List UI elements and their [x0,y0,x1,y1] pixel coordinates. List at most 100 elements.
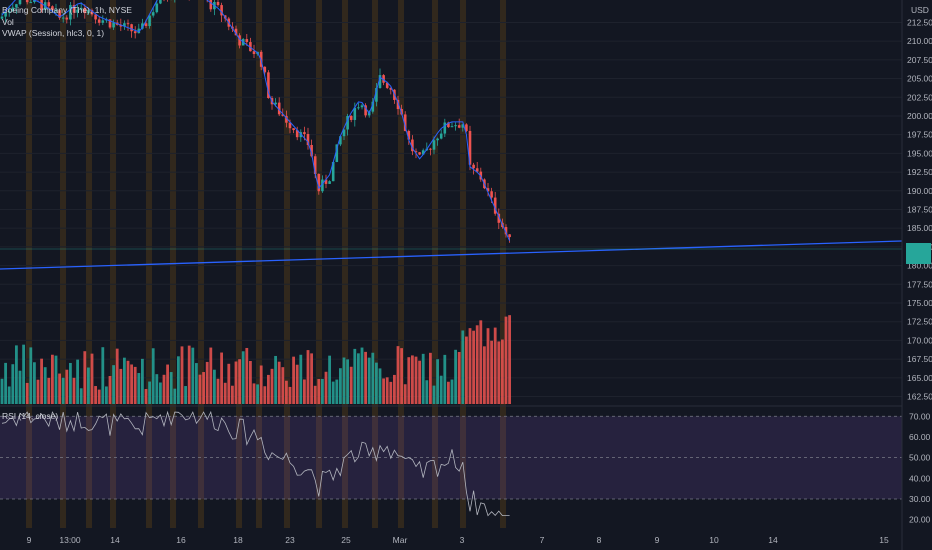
volume-bar [468,328,472,404]
candle-body [465,124,468,131]
volume-bar [306,350,310,404]
candle-body [144,23,148,27]
candle-body [267,72,270,99]
candle-body [33,0,36,3]
session-band [86,0,92,528]
candle-body [450,126,454,128]
volume-bar [25,382,29,404]
volume-bar [177,356,180,404]
volume-bar [162,374,166,404]
candle-body [396,99,400,110]
volume-bar [436,359,439,404]
volume-bar [87,367,90,404]
session-band [460,0,466,528]
volume-bar [414,356,418,404]
session-band [500,0,506,528]
rsi-legend[interactable]: RSI (14, close) [2,411,59,421]
volume-bar [112,365,115,404]
price-tick-label: 165.00 [907,373,932,383]
volume-bar [90,353,94,404]
volume-bar [47,377,51,404]
volume-bar [407,357,411,404]
volume-bar [454,349,457,404]
vwap-legend[interactable]: VWAP (Session, hlc3, 0, 1) [2,28,105,38]
volume-bars [0,315,511,404]
volume-bar [389,381,393,404]
trend-line[interactable] [0,240,903,270]
candle-body [339,136,342,145]
candle-body [83,7,87,14]
session-band [316,0,322,528]
volume-bar [382,378,385,404]
volume-bar [328,355,331,404]
candle-body [288,122,292,129]
candle-body [475,168,479,172]
candle-body [457,125,461,128]
volume-bar [303,379,306,404]
price-tick-label: 187.50 [907,204,932,214]
candle-body [281,114,285,116]
volume-bar [94,386,97,404]
rsi-line [1,410,510,517]
volume-bar [274,355,277,404]
volume-bar [346,359,349,404]
volume-bar [18,370,22,404]
volume-bar [317,379,321,404]
price-tick-label: 202.50 [907,92,932,102]
candle-body [349,115,353,120]
volume-bar [213,369,216,404]
volume-bar [119,368,123,404]
candle-body [90,10,94,15]
candle-body [357,107,360,109]
candle-body [418,152,421,155]
price-marker[interactable] [906,243,931,264]
volume-bar [72,377,76,404]
volume-bar [418,360,421,404]
volume-bar [79,388,83,404]
candle-body [436,138,439,141]
volume-bar [429,352,432,404]
candle-body [274,102,277,105]
candle-body [234,28,238,36]
volume-bar [43,367,47,404]
candle-body [238,35,241,46]
volume-bar [508,315,511,404]
volume-bar [29,347,33,404]
rsi-tick-label: 70.00 [909,411,931,421]
volume-bar [425,380,429,404]
symbol-legend[interactable]: Boeing Company (The), 1h, NYSE [2,5,132,15]
volume-bar [195,363,198,404]
volume-bar [292,356,295,404]
candle-body [411,139,414,152]
price-tick-label: 205.00 [907,74,932,84]
candle-body [285,115,288,123]
volume-bar [497,341,501,404]
volume-bar [371,352,375,404]
candle-body [4,12,7,17]
volume-bar [364,351,367,404]
volume-bar [4,362,7,404]
volume-bar [483,346,486,404]
volume-bar [295,364,299,404]
volume-legend[interactable]: Vol [2,17,14,27]
price-tick-label: 180.00 [907,261,932,271]
candle-body [216,1,220,6]
volume-bar [173,388,177,404]
candle-body [306,134,310,146]
candle-body [25,0,29,3]
volume-bar [33,362,36,404]
candle-body [123,23,126,27]
price-tick-label: 190.00 [907,186,932,196]
candle-body [342,129,346,137]
volume-bar [375,362,378,404]
volume-bar [331,381,335,404]
candle-body [252,51,256,55]
volume-bar [479,320,483,404]
price-tick-label: 197.50 [907,130,932,140]
volume-bar [148,381,151,404]
volume-bar [249,360,252,404]
volume-bar [187,345,191,404]
volume-bar [310,353,313,404]
candle-body [443,122,447,134]
